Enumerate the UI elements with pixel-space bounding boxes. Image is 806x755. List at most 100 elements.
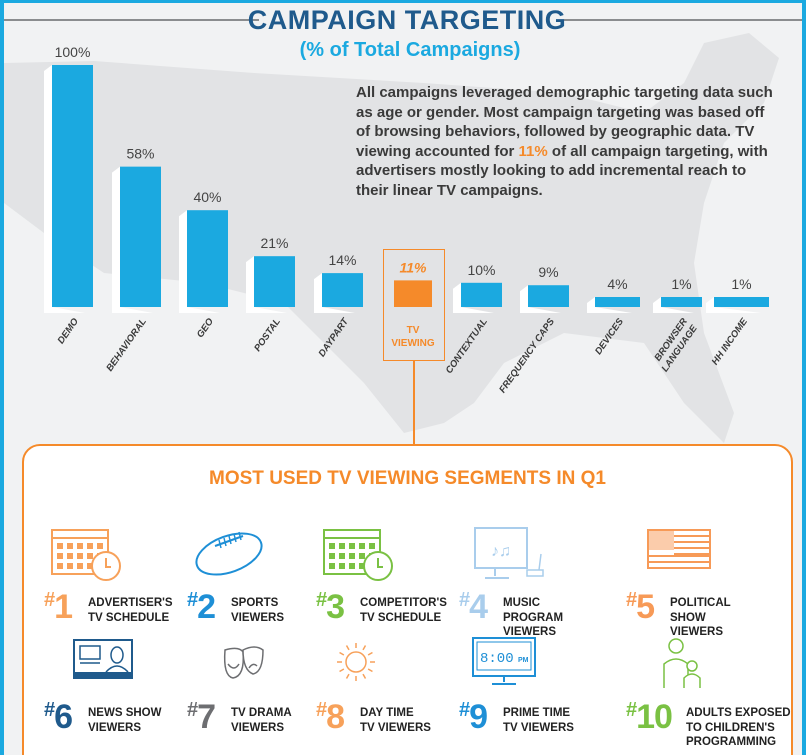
- segment-rank: #2: [187, 588, 216, 626]
- segment-label: POLITICAL SHOW VIEWERS: [670, 596, 731, 640]
- clock-tv-icon: 8:00 PM: [472, 637, 536, 685]
- tick-label: DAYPART: [317, 315, 352, 359]
- segment-label: SPORTS VIEWERS: [231, 596, 284, 625]
- segment-label-line: SHOW: [670, 611, 706, 624]
- bar-shadow: [453, 282, 494, 313]
- summary-text: All campaigns leveraged demographic targ…: [356, 84, 773, 160]
- bar-shadow: [246, 256, 287, 313]
- data-label: 1%: [731, 276, 751, 292]
- tick-label-group: HH INCOME: [710, 316, 751, 367]
- news-anchor-icon: [73, 639, 133, 679]
- segment-label: PRIME TIME TV VIEWERS: [503, 706, 574, 735]
- data-label: 10%: [467, 262, 495, 278]
- bar-browser-language: [661, 297, 702, 307]
- segment-label-line: VIEWERS: [231, 611, 285, 624]
- segment-label-line: PROGRAM: [503, 611, 564, 624]
- segment-rank-number: 8: [326, 698, 345, 736]
- tick-label: BROWSERLANGUAGE: [650, 316, 700, 374]
- tick-label-group: DEMO: [56, 316, 82, 346]
- tick-label: GEO: [195, 316, 216, 340]
- summary-paragraph: All campaigns leveraged demographic targ…: [356, 83, 776, 200]
- page-title: CAMPAIGN TARGETING: [247, 5, 567, 35]
- segment-label: COMPETITOR'S TV SCHEDULE: [360, 596, 447, 625]
- bar-shadow: [520, 285, 561, 313]
- segment-label-line: DAY TIME: [360, 707, 414, 719]
- tick-label: DEMO: [56, 316, 82, 346]
- segment-rank-number: 9: [469, 698, 488, 736]
- segment-label-line: VIEWERS: [670, 626, 724, 638]
- segment-label: DAY TIME TV VIEWERS: [360, 706, 431, 735]
- segment-rank: #4: [459, 588, 488, 626]
- family-icon: [663, 638, 701, 688]
- bar-chart: 100% DEMO 58% BEHAVIORAL 40% GEO 21% POSTAL 14% D…: [44, 44, 769, 395]
- segment-label-line: SPORTS: [231, 597, 279, 609]
- segment-item: ♪♫ #4 MUSIC PROGRAM VIEWERS: [459, 526, 609, 638]
- segment-item: #3 COMPETITOR'S TV SCHEDULE: [316, 526, 466, 636]
- bar-hh-income: [714, 297, 769, 307]
- segment-label-line: VIEWERS: [503, 626, 557, 638]
- segment-label-line: ADVERTISER'S: [88, 597, 173, 609]
- tick-label-group: BROWSERLANGUAGE: [650, 316, 700, 374]
- segment-rank-number: 7: [197, 698, 216, 736]
- segment-rank: #8: [316, 698, 345, 736]
- svg-text:♪♫: ♪♫: [491, 543, 511, 560]
- bar-shadow: [314, 273, 355, 313]
- data-label: 21%: [260, 235, 288, 251]
- music-tv-icon: ♪♫: [474, 527, 544, 579]
- segment-rank: #7: [187, 698, 216, 736]
- segment-label-line: PRIME TIME: [503, 707, 571, 719]
- bar-tv-viewing: [394, 280, 432, 307]
- bar-devices: [595, 297, 640, 307]
- segment-rank: #6: [44, 698, 73, 736]
- segment-item: #6 NEWS SHOW VIEWERS: [44, 636, 194, 746]
- segment-rank-number: 4: [469, 588, 488, 626]
- segment-rank: #3: [316, 588, 345, 626]
- bar-geo: [187, 210, 228, 307]
- segment-label-line: TO CHILDREN'S: [686, 721, 775, 734]
- bar-frequency-caps: [528, 285, 569, 307]
- bar-postal: [254, 256, 295, 307]
- bar-contextual: [461, 282, 502, 307]
- panel-title: MOST USED TV VIEWING SEGMENTS IN Q1: [209, 468, 606, 489]
- segment-item: 8:00 PM #9 PRIME TIME TV VIEWERS: [459, 636, 609, 746]
- svg-text:PM: PM: [518, 657, 529, 664]
- football-icon: [195, 531, 263, 576]
- tick-label-group: CONTEXTUAL: [444, 316, 490, 376]
- bar-shadow: [706, 297, 761, 313]
- segment-label-line: VIEWERS: [88, 721, 142, 734]
- tick-label-group: FREQUENCY CAPS: [497, 316, 557, 395]
- us-map-background: [4, 33, 779, 443]
- segment-label-line: TV VIEWERS: [360, 721, 431, 734]
- tick-label-group: POSTAL: [252, 316, 283, 353]
- data-label: 14%: [328, 252, 356, 268]
- segment-rank: #10: [626, 698, 673, 736]
- segment-label: MUSIC PROGRAM VIEWERS: [503, 596, 563, 640]
- page-subtitle: (% of Total Campaigns): [299, 39, 521, 61]
- segment-item: #8 DAY TIME TV VIEWERS: [316, 636, 466, 746]
- segment-rank-number: 5: [636, 588, 655, 626]
- title-rule-right: [564, 19, 802, 21]
- bar-behavioral: [120, 166, 161, 307]
- segment-label-line: ADULTS EXPOSED: [686, 707, 791, 719]
- tick-label: DEVICES: [593, 316, 626, 357]
- data-label: 1%: [671, 276, 691, 292]
- tick-label-group: DAYPART: [317, 315, 352, 359]
- tick-label: CONTEXTUAL: [444, 316, 490, 376]
- sun-icon: [337, 643, 375, 681]
- summary-highlight: 11%: [518, 142, 548, 160]
- segment-rank: #1: [44, 588, 73, 626]
- tick-label-group: BEHAVIORAL: [104, 316, 149, 373]
- segment-label-line: PROGRAMMING: [686, 736, 777, 748]
- tick-label-group: GEO: [195, 316, 216, 340]
- bar-shadow: [653, 297, 694, 313]
- bar-shadow: [112, 166, 153, 313]
- segment-label: NEWS SHOW VIEWERS: [88, 706, 161, 735]
- segment-label: ADULTS EXPOSED TO CHILDREN'S PROGRAMMING: [686, 706, 791, 750]
- segment-rank-number: 10: [636, 698, 673, 736]
- segment-label-line: NEWS SHOW: [88, 707, 162, 719]
- segment-rank: #5: [626, 588, 655, 626]
- tv-segments-panel: MOST USED TV VIEWING SEGMENTS IN Q1 #1 A…: [22, 444, 793, 755]
- title-rule-left: [4, 19, 259, 21]
- segment-label-line: TV VIEWERS: [503, 721, 574, 734]
